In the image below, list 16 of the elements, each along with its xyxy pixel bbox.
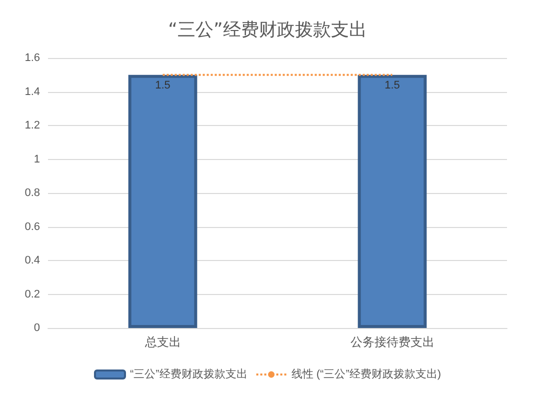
y-tick-label: 1.2 [24, 120, 40, 132]
x-tick-label: 总支出 [144, 335, 181, 349]
data-label: 1.5 [384, 79, 400, 92]
y-tick-label: 0.2 [24, 288, 40, 300]
y-tick-label: 1.6 [24, 52, 40, 64]
legend-label: 线性 (“三公”经费财政拨款支出) [291, 368, 442, 380]
y-tick-label: 1 [34, 153, 40, 166]
y-tick-label: 0.8 [24, 187, 40, 199]
y-tick-label: 0.4 [24, 254, 40, 266]
legend-label: “三公”经费财政拨款支出 [130, 368, 248, 380]
data-label: 1.5 [155, 79, 170, 92]
x-tick-label: 公务接待费支出 [350, 335, 434, 349]
y-tick-label: 1.4 [24, 86, 40, 98]
chart-title: “三公”经费财政拨款支出 [168, 20, 367, 40]
y-tick-label: 0 [34, 322, 40, 334]
y-tick-label: 0.6 [24, 220, 40, 233]
